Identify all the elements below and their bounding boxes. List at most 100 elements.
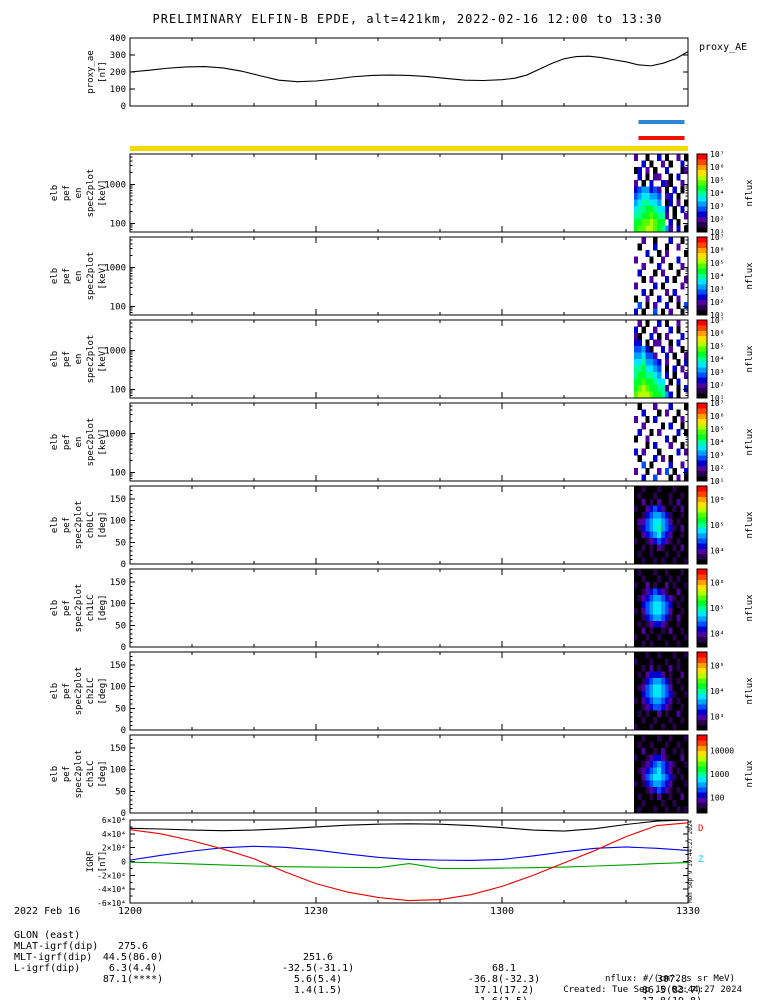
svg-text:pef: pef (62, 683, 72, 699)
svg-text:100: 100 (110, 219, 126, 229)
svg-text:10²: 10² (710, 215, 724, 224)
svg-text:10⁷: 10⁷ (710, 150, 724, 159)
svg-text:10⁷: 10⁷ (710, 399, 724, 408)
svg-text:10²: 10² (710, 381, 724, 390)
svg-text:pef: pef (62, 268, 72, 284)
svg-text:10⁶: 10⁶ (710, 412, 724, 421)
svg-text:100: 100 (110, 302, 126, 312)
svg-text:100: 100 (110, 766, 126, 776)
svg-text:0: 0 (121, 809, 126, 819)
annotation-value: 1.4(1.5) (293, 985, 343, 996)
svg-text:pef: pef (62, 766, 72, 782)
svg-text:[deg]: [deg] (98, 594, 108, 621)
svg-text:pef: pef (62, 600, 72, 616)
svg-text:nflux: nflux (745, 594, 755, 622)
annotation-value: 1.6(1.5) (480, 996, 528, 1000)
svg-text:elb: elb (50, 351, 60, 367)
date-label: 2022 Feb 16 (14, 906, 81, 917)
svg-text:10¹: 10¹ (710, 394, 724, 403)
svg-text:[keV]: [keV] (98, 345, 108, 372)
x-tick-label-1230: 1230 (303, 906, 329, 917)
svg-text:pef: pef (62, 351, 72, 367)
svg-text:1000: 1000 (104, 180, 126, 190)
svg-text:10¹: 10¹ (710, 228, 724, 237)
svg-text:10²: 10² (710, 298, 724, 307)
svg-text:6×10⁴: 6×10⁴ (102, 816, 126, 825)
spectrogram-elb_pef_en_spec2plot_4: 100 1000 10⁷ 10⁶ 10⁵ 10⁴ 10³ 10² 10¹ nflux elb pef e… (50, 399, 755, 486)
annotation-label: MLAT-igrf(dip) (14, 941, 99, 952)
svg-text:150: 150 (110, 661, 126, 671)
svg-text:[nT]: [nT] (98, 851, 108, 873)
proxy-ae-series-label: proxy_AE (699, 42, 748, 53)
svg-text:10⁶: 10⁶ (710, 495, 724, 504)
svg-text:-6×10⁴: -6×10⁴ (97, 899, 126, 908)
svg-text:en: en (74, 271, 84, 282)
annotation-label: GLON (east) (14, 930, 81, 941)
svg-text:10⁶: 10⁶ (710, 578, 724, 587)
svg-text:10³: 10³ (710, 368, 724, 377)
svg-text:10⁴: 10⁴ (710, 272, 724, 281)
x-tick-label-1330: 1330 (675, 906, 701, 917)
svg-text:10¹: 10¹ (710, 477, 724, 486)
annotation-row-mlat: MLAT-igrf(dip) 44.5(86.0) -32.5(-31.1) -… (0, 930, 775, 996)
svg-text:elb: elb (50, 600, 60, 616)
annotation-value: 307.8 (656, 974, 688, 985)
svg-text:nflux: nflux (745, 760, 755, 788)
svg-text:ch2LC: ch2LC (86, 677, 96, 704)
annotation-value: -36.8(-32.3) (467, 974, 541, 985)
svg-text:ch0LC: ch0LC (86, 511, 96, 538)
svg-text:10³: 10³ (710, 451, 724, 460)
svg-text:10⁴: 10⁴ (710, 189, 724, 198)
svg-text:en: en (74, 188, 84, 199)
svg-text:elb: elb (50, 766, 60, 782)
svg-text:150: 150 (110, 578, 126, 588)
availability-red (638, 136, 685, 140)
annotation-value: 275.6 (117, 941, 149, 952)
svg-text:spec2plot: spec2plot (86, 335, 96, 384)
svg-text:[keV]: [keV] (98, 428, 108, 455)
svg-text:0: 0 (121, 102, 126, 112)
svg-text:100: 100 (110, 600, 126, 610)
svg-text:100: 100 (110, 85, 126, 95)
annotation-value: 68.1 (491, 963, 517, 974)
spectrogram-elb_pef_spec2plot_ch2LC: 0 50 100 150 10⁵ 10⁴ 10³ nflux elb pef spec2plot ch… (50, 651, 755, 736)
svg-text:400: 400 (110, 34, 126, 44)
svg-text:IGRF: IGRF (86, 851, 96, 873)
svg-text:100: 100 (710, 793, 725, 802)
created-timestamp: Created: Tue Sep 10 02:44:27 2024 (563, 985, 742, 995)
svg-text:10³: 10³ (710, 202, 724, 211)
annotation-label: L-igrf(dip) (14, 963, 81, 974)
svg-text:ch3LC: ch3LC (86, 760, 96, 787)
svg-text:1000: 1000 (104, 429, 126, 439)
page-title: PRELIMINARY ELFIN-B EPDE, alt=421km, 202… (152, 12, 663, 26)
spectrogram-elb_pef_spec2plot_ch3LC: 0 50 100 150 10000 1000 100 nflux elb pef spec2plo… (50, 734, 755, 819)
svg-text:100: 100 (110, 385, 126, 395)
annotation-label: MLT-igrf(dip) (14, 952, 93, 963)
svg-text:spec2plot: spec2plot (74, 667, 84, 716)
annotation-value: 17.1(17.2) (473, 985, 535, 996)
spectrogram-elb_pef_spec2plot_ch1LC: 0 50 100 150 10⁶ 10⁵ 10⁴ nflux elb pef spec2plot ch… (50, 568, 755, 653)
svg-text:10⁴: 10⁴ (710, 438, 724, 447)
spectrogram-elb_pef_spec2plot_ch0LC: 0 50 100 150 10⁶ 10⁵ 10⁴ nflux elb pef spec2plot ch… (50, 485, 755, 570)
svg-text:10⁷: 10⁷ (710, 233, 724, 242)
svg-text:150: 150 (110, 495, 126, 505)
svg-text:elb: elb (50, 517, 60, 533)
igrf-series-label-Z: Z (698, 855, 704, 865)
svg-text:10⁵: 10⁵ (710, 661, 724, 670)
svg-text:0: 0 (121, 726, 126, 736)
svg-text:100: 100 (110, 517, 126, 527)
side-timestamp: Mon Sep 9 19:44:27 2024 (687, 820, 694, 903)
svg-text:10⁴: 10⁴ (710, 687, 724, 696)
proxy-ae-panel: 0 100 200 300 400 proxy_ae [nT] (86, 34, 689, 112)
svg-text:nflux: nflux (745, 511, 755, 539)
svg-text:nflux: nflux (745, 179, 755, 207)
svg-text:[deg]: [deg] (98, 760, 108, 787)
svg-text:10⁴: 10⁴ (710, 630, 724, 639)
svg-text:50: 50 (115, 787, 126, 797)
svg-text:10²: 10² (710, 464, 724, 473)
svg-text:10⁵: 10⁵ (710, 259, 724, 268)
svg-text:10⁷: 10⁷ (710, 316, 724, 325)
svg-text:nflux: nflux (745, 262, 755, 290)
